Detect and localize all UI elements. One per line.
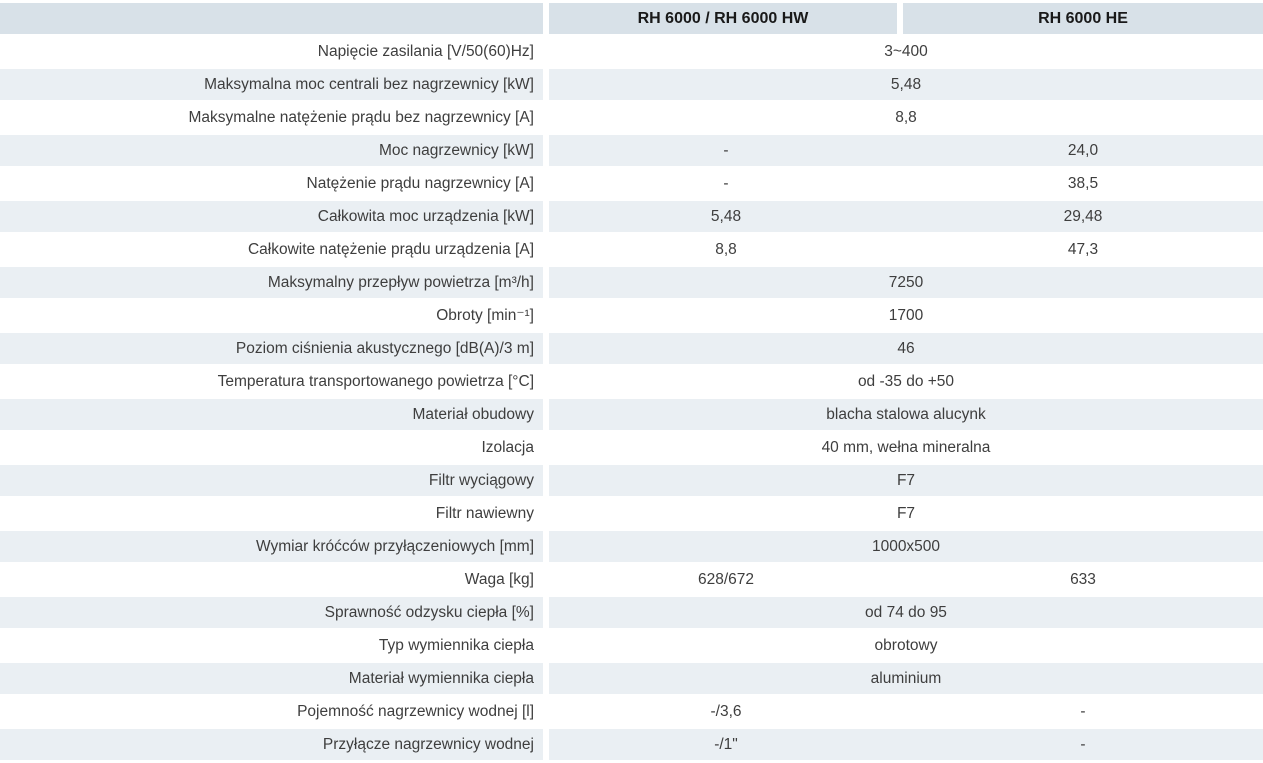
row-label: Całkowite natężenie prądu urządzenia [A] xyxy=(0,234,549,265)
row-label: Maksymalny przepływ powietrza [m³/h] xyxy=(0,267,549,298)
table-row: Pojemność nagrzewnicy wodnej [l] -/3,6- xyxy=(0,696,1263,727)
row-label: Maksymalna moc centrali bez nagrzewnicy … xyxy=(0,69,549,100)
row-value-rh6000: -/3,6 xyxy=(549,696,903,727)
row-value-both-models: 1700 xyxy=(549,300,1263,331)
table-row: Maksymalne natężenie prądu bez nagrzewni… xyxy=(0,102,1263,133)
row-value-rh6000: - xyxy=(549,135,903,166)
row-value-both-models: F7 xyxy=(549,498,1263,529)
row-label: Sprawność odzysku ciepła [%] xyxy=(0,597,549,628)
row-label: Materiał obudowy xyxy=(0,399,549,430)
row-value-rh6000he: 29,48 xyxy=(903,201,1263,232)
row-value-rh6000he: 47,3 xyxy=(903,234,1263,265)
row-label: Napięcie zasilania [V/50(60)Hz] xyxy=(0,36,549,67)
row-label: Typ wymiennika ciepła xyxy=(0,630,549,661)
row-label: Obroty [min⁻¹] xyxy=(0,300,549,331)
table-row: Napięcie zasilania [V/50(60)Hz] 3~400 xyxy=(0,36,1263,67)
table-row: Izolacja 40 mm, wełna mineralna xyxy=(0,432,1263,463)
table-row: Waga [kg] 628/672 633 xyxy=(0,564,1263,595)
row-value-rh6000: 628/672 xyxy=(549,564,903,595)
row-label: Przyłącze nagrzewnicy wodnej xyxy=(0,729,549,760)
table-row: Natężenie prądu nagrzewnicy [A] -38,5 xyxy=(0,168,1263,199)
row-value-rh6000: 5,48 xyxy=(549,201,903,232)
row-value-rh6000he: - xyxy=(903,729,1263,760)
row-value-both-models: 1000x500 xyxy=(549,531,1263,562)
row-label: Izolacja xyxy=(0,432,549,463)
table-row: Maksymalna moc centrali bez nagrzewnicy … xyxy=(0,69,1263,100)
row-value-both-models: 7250 xyxy=(549,267,1263,298)
table-row: Moc nagrzewnicy [kW] -24,0 xyxy=(0,135,1263,166)
row-value-both-models: 8,8 xyxy=(549,102,1263,133)
row-value-rh6000: - xyxy=(549,168,903,199)
table-row: Obroty [min⁻¹] 1700 xyxy=(0,300,1263,331)
row-label: Poziom ciśnienia akustycznego [dB(A)/3 m… xyxy=(0,333,549,364)
table-row: Sprawność odzysku ciepła [%] od 74 do 95 xyxy=(0,597,1263,628)
row-label: Natężenie prądu nagrzewnicy [A] xyxy=(0,168,549,199)
table-row: Poziom ciśnienia akustycznego [dB(A)/3 m… xyxy=(0,333,1263,364)
table-row: Filtr nawiewny F7 xyxy=(0,498,1263,529)
row-value-rh6000he: 633 xyxy=(903,564,1263,595)
table-row: Temperatura transportowanego powietrza [… xyxy=(0,366,1263,397)
row-value-both-models: 46 xyxy=(549,333,1263,364)
header-row: RH 6000 / RH 6000 HW RH 6000 HE xyxy=(0,3,1263,34)
row-label: Temperatura transportowanego powietrza [… xyxy=(0,366,549,397)
row-value-both-models: obrotowy xyxy=(549,630,1263,661)
row-value-rh6000: -/1" xyxy=(549,729,903,760)
row-value-both-models: aluminium xyxy=(549,663,1263,694)
row-value-both-models: 5,48 xyxy=(549,69,1263,100)
row-value-both-models: F7 xyxy=(549,465,1263,496)
row-label: Materiał wymiennika ciepła xyxy=(0,663,549,694)
header-blank-cell xyxy=(0,3,549,34)
table-row: Filtr wyciągowy F7 xyxy=(0,465,1263,496)
row-value-rh6000he: 24,0 xyxy=(903,135,1263,166)
row-label: Filtr nawiewny xyxy=(0,498,549,529)
header-col-rh6000: RH 6000 / RH 6000 HW xyxy=(549,3,903,34)
row-label: Waga [kg] xyxy=(0,564,549,595)
row-value-rh6000he: 38,5 xyxy=(903,168,1263,199)
row-value-rh6000he: - xyxy=(903,696,1263,727)
header-col-rh6000he: RH 6000 HE xyxy=(903,3,1263,34)
row-label: Filtr wyciągowy xyxy=(0,465,549,496)
row-value-rh6000: 8,8 xyxy=(549,234,903,265)
table-row: Typ wymiennika ciepła obrotowy xyxy=(0,630,1263,661)
row-label: Wymiar króćców przyłączeniowych [mm] xyxy=(0,531,549,562)
row-label: Moc nagrzewnicy [kW] xyxy=(0,135,549,166)
table-row: Całkowite natężenie prądu urządzenia [A]… xyxy=(0,234,1263,265)
row-value-both-models: blacha stalowa alucynk xyxy=(549,399,1263,430)
table-row: Przyłącze nagrzewnicy wodnej -/1" - xyxy=(0,729,1263,760)
row-value-both-models: od 74 do 95 xyxy=(549,597,1263,628)
row-value-both-models: od -35 do +50 xyxy=(549,366,1263,397)
table-row: Wymiar króćców przyłączeniowych [mm] 1000… xyxy=(0,531,1263,562)
table-row: Materiał wymiennika ciepła aluminium xyxy=(0,663,1263,694)
row-label: Całkowita moc urządzenia [kW] xyxy=(0,201,549,232)
table-row: Materiał obudowy blacha stalowa alucynk xyxy=(0,399,1263,430)
row-label: Maksymalne natężenie prądu bez nagrzewni… xyxy=(0,102,549,133)
table-row: Całkowita moc urządzenia [kW] 5,48 29,48 xyxy=(0,201,1263,232)
row-label: Pojemność nagrzewnicy wodnej [l] xyxy=(0,696,549,727)
row-value-both-models: 3~400 xyxy=(549,36,1263,67)
row-value-both-models: 40 mm, wełna mineralna xyxy=(549,432,1263,463)
table-row: Maksymalny przepływ powietrza [m³/h] 7250 xyxy=(0,267,1263,298)
